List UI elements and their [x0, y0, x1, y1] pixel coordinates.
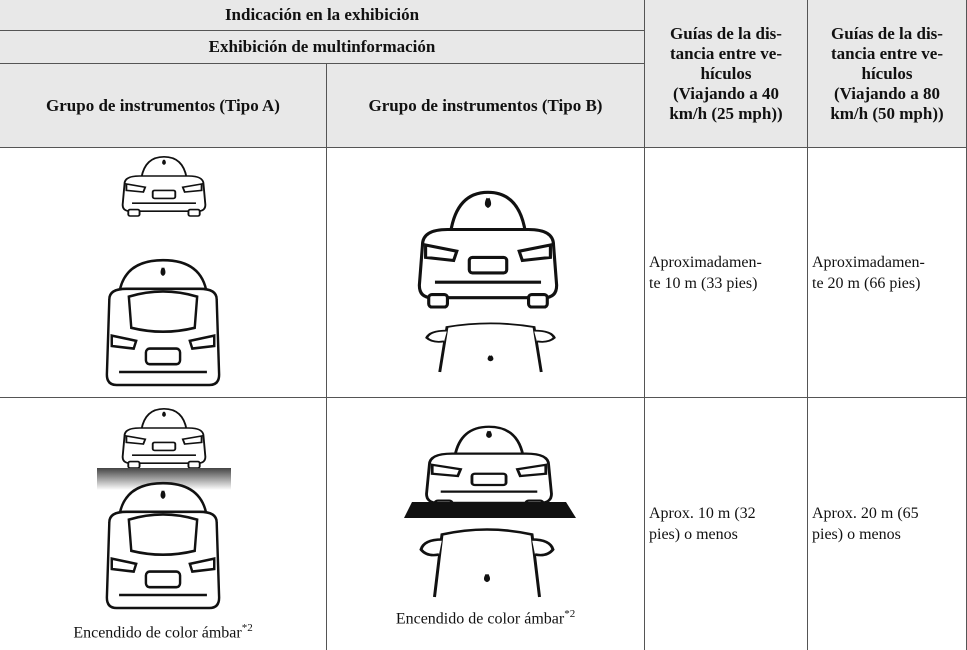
line: tancia entre ve- [669, 43, 783, 63]
caption-text: Encendido de color ámbar [73, 624, 242, 642]
line: Aprox. 20 m (65 [812, 505, 919, 522]
image-cell [0, 148, 327, 398]
body-cell: Aproximadamen- te 10 m (33 pies) [645, 148, 808, 398]
caption: Encendido de color ámbar*2 [0, 622, 326, 642]
line: te 20 m (66 pies) [812, 274, 921, 292]
line: Guías de la dis- [831, 23, 943, 43]
line: Aproximadamen- [649, 253, 762, 271]
image-cell [327, 148, 645, 398]
line: Guías de la dis- [670, 23, 782, 43]
header-cell: Guías de la dis- tancia entre ve- hículo… [645, 0, 808, 148]
header-cell: Indicación en la exhibición [0, 0, 645, 31]
line: hículos [861, 63, 913, 83]
header-cell: Grupo de instrumentos (Tipo B) [327, 64, 645, 148]
line: pies) o menos [649, 526, 738, 543]
line: tancia entre ve- [830, 43, 944, 63]
line: hículos [700, 63, 752, 83]
caption-text: Encendido de color ámbar [395, 610, 565, 628]
footnote-ref: *2 [564, 608, 576, 620]
header-cell: Guías de la dis- tancia entre ve- hículo… [808, 0, 967, 148]
distance-band [97, 468, 231, 490]
body-cell: Aprox. 20 m (65 pies) o menos [808, 398, 967, 650]
line: (Viajando a 40 [672, 83, 780, 103]
header-cell: Grupo de instrumentos (Tipo A) [0, 64, 327, 148]
image-cell: Encendido de color ámbar*2 [0, 398, 327, 650]
line: Aproximadamen- [812, 253, 925, 271]
header-cell: Exhibición de multinformación [0, 31, 645, 64]
line: km/h (25 mph)) [669, 103, 783, 123]
line: (Viajando a 80 [833, 83, 941, 103]
line: km/h (50 mph)) [830, 103, 944, 123]
line: te 10 m (33 pies) [649, 274, 758, 292]
line: pies) o menos [812, 526, 901, 543]
line: Aprox. 10 m (32 [649, 505, 756, 522]
body-cell: Aproximadamen- te 20 m (66 pies) [808, 148, 967, 398]
footnote-ref: *2 [241, 622, 253, 634]
image-cell: Encendido de color ámbar*2 [327, 398, 645, 650]
caption: Encendido de color ámbar*2 [327, 608, 644, 628]
distance-band [404, 502, 576, 518]
body-cell: Aprox. 10 m (32 pies) o menos [645, 398, 808, 650]
